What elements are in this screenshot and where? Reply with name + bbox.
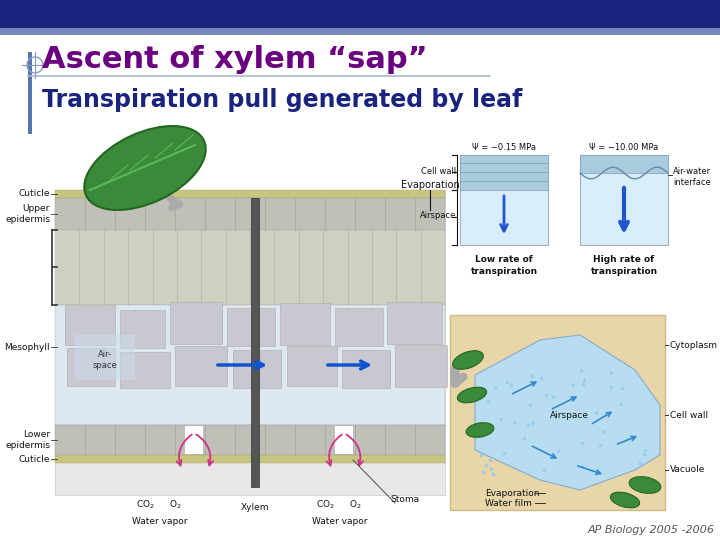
Text: AP Biology 2005 -2006: AP Biology 2005 -2006 [588, 525, 715, 535]
Bar [170, 302, 222, 344]
Text: Ψ = −10.00 MPa: Ψ = −10.00 MPa [590, 143, 659, 152]
Bar [175, 346, 227, 386]
Bar [233, 350, 281, 388]
Text: Mesophyll: Mesophyll [4, 342, 50, 352]
Bar [227, 308, 275, 346]
Bar [287, 346, 337, 386]
Bar [335, 308, 383, 346]
Ellipse shape [466, 423, 494, 437]
Bar [65, 305, 115, 345]
Ellipse shape [611, 492, 639, 508]
Text: Stoma: Stoma [390, 495, 420, 503]
Text: Evaporation: Evaporation [485, 489, 539, 497]
Bar [460, 155, 548, 245]
Text: Cell wall: Cell wall [420, 167, 456, 177]
Bar [55, 455, 445, 463]
Bar [460, 155, 548, 190]
Bar [280, 303, 330, 345]
Bar [251, 198, 259, 487]
Text: Cuticle: Cuticle [19, 455, 50, 463]
Text: Low rate of: Low rate of [475, 255, 533, 264]
Text: transpiration: transpiration [590, 267, 657, 276]
Text: Water film: Water film [485, 498, 532, 508]
Bar [342, 350, 390, 388]
Bar [55, 425, 445, 455]
Text: CO$_2$: CO$_2$ [315, 499, 334, 511]
Ellipse shape [629, 477, 661, 494]
Bar [450, 315, 665, 510]
Bar [55, 190, 445, 198]
Text: Ascent of xylem “sap”: Ascent of xylem “sap” [42, 45, 428, 75]
Text: Cytoplasm: Cytoplasm [670, 341, 718, 349]
Text: Water vapor: Water vapor [132, 516, 188, 525]
Bar [75, 335, 135, 380]
Bar [67, 348, 115, 386]
Text: Airspace: Airspace [420, 211, 456, 219]
Text: Evaporation: Evaporation [400, 180, 459, 190]
Text: Cell wall: Cell wall [670, 410, 708, 420]
Text: Airspace: Airspace [550, 410, 589, 420]
Text: CO$_2$: CO$_2$ [135, 499, 154, 511]
Bar [55, 305, 445, 425]
Text: Vacuole: Vacuole [670, 465, 706, 475]
Text: transpiration: transpiration [470, 267, 538, 276]
Bar [120, 310, 165, 348]
Bar [580, 155, 668, 173]
Bar [405, 345, 445, 395]
Bar [55, 198, 445, 230]
Text: Water vapor: Water vapor [312, 516, 368, 525]
Text: Lower
epidermis: Lower epidermis [5, 430, 50, 450]
Text: O$_2$: O$_2$ [168, 499, 181, 511]
Text: Upper
epidermis: Upper epidermis [5, 204, 50, 224]
Bar [580, 155, 668, 245]
Bar [0, 0, 720, 28]
Text: O$_2$: O$_2$ [348, 499, 361, 511]
Polygon shape [475, 335, 660, 490]
Bar [120, 352, 170, 388]
Bar [335, 426, 353, 454]
Text: Xylem: Xylem [240, 503, 269, 511]
Text: Ψ = −0.15 MPa: Ψ = −0.15 MPa [472, 143, 536, 152]
Text: Cuticle: Cuticle [19, 190, 50, 199]
Bar [0, 28, 720, 35]
Ellipse shape [453, 350, 483, 369]
Ellipse shape [457, 387, 487, 403]
Text: High rate of: High rate of [593, 255, 654, 264]
Bar [55, 230, 445, 305]
Bar [387, 302, 442, 344]
Bar [185, 426, 203, 454]
Text: Air-water
interface: Air-water interface [673, 167, 711, 187]
Text: Air-
space: Air- space [93, 350, 117, 370]
Ellipse shape [84, 126, 206, 210]
Bar [55, 190, 445, 495]
Bar [395, 345, 447, 387]
Bar [28, 52, 32, 134]
Text: Transpiration pull generated by leaf: Transpiration pull generated by leaf [42, 88, 523, 112]
